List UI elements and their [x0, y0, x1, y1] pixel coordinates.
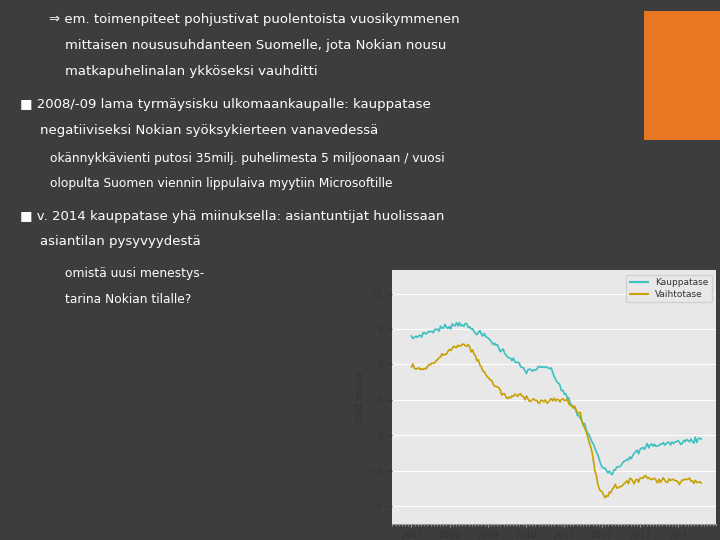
Vaihtotase	[486, 377, 495, 383]
Vaihtotase	[425, 361, 433, 368]
Kauppatase	[697, 436, 706, 442]
Text: tarina Nokian tilalle?: tarina Nokian tilalle?	[65, 293, 191, 306]
Text: okännykkävienti putosi 35milj. puhelimesta 5 miljoonaan / vuosi: okännykkävienti putosi 35milj. puhelimes…	[50, 152, 445, 165]
Vaihtotase	[697, 480, 706, 486]
Kauppatase	[675, 438, 683, 445]
Text: olopulta Suomen viennin lippulaiva myytiin Microsoftille: olopulta Suomen viennin lippulaiva myyti…	[50, 177, 393, 190]
Kauppatase	[486, 337, 495, 343]
Vaihtotase	[600, 495, 609, 501]
Text: omistä uusi menestys-: omistä uusi menestys-	[65, 267, 204, 280]
Line: Vaihtotase: Vaihtotase	[411, 344, 701, 498]
Legend: Kauppatase, Vaihtotase: Kauppatase, Vaihtotase	[626, 274, 712, 302]
Text: asiantilan pysyvyydestä: asiantilan pysyvyydestä	[40, 235, 200, 248]
Vaihtotase	[459, 341, 468, 347]
Text: mittaisen noususuhdanteen Suomelle, jota Nokian nousu: mittaisen noususuhdanteen Suomelle, jota…	[65, 39, 446, 52]
Kauppatase	[608, 471, 616, 478]
Text: negatiiviseksi Nokian syöksykierteen vanavedessä: negatiiviseksi Nokian syöksykierteen van…	[40, 124, 378, 137]
Vaihtotase	[675, 481, 683, 488]
Vaihtotase	[462, 343, 471, 349]
Kauppatase	[455, 319, 464, 326]
Vaihtotase	[685, 475, 694, 481]
Kauppatase	[685, 438, 694, 445]
Kauppatase	[407, 333, 415, 339]
Line: Kauppatase: Kauppatase	[411, 322, 701, 475]
Text: matkapuhelinalan ykköseksi vauhditti: matkapuhelinalan ykköseksi vauhditti	[65, 65, 318, 78]
Text: ■ 2008/-09 lama tyrmäysisku ulkomaankaupalle: kauppatase: ■ 2008/-09 lama tyrmäysisku ulkomaankaup…	[20, 98, 431, 111]
Vaihtotase	[419, 367, 428, 373]
Y-axis label: mrd euroa: mrd euroa	[355, 372, 365, 422]
Text: ■ v. 2014 kauppatase yhä miinuksella: asiantuntijat huolissaan: ■ v. 2014 kauppatase yhä miinuksella: as…	[20, 210, 444, 222]
Vaihtotase	[407, 363, 415, 370]
Kauppatase	[462, 321, 471, 327]
Kauppatase	[419, 329, 428, 336]
Kauppatase	[425, 328, 433, 334]
Text: ⇒ em. toimenpiteet pohjustivat puolentoista vuosikymmenen: ⇒ em. toimenpiteet pohjustivat puolentoi…	[49, 14, 459, 26]
